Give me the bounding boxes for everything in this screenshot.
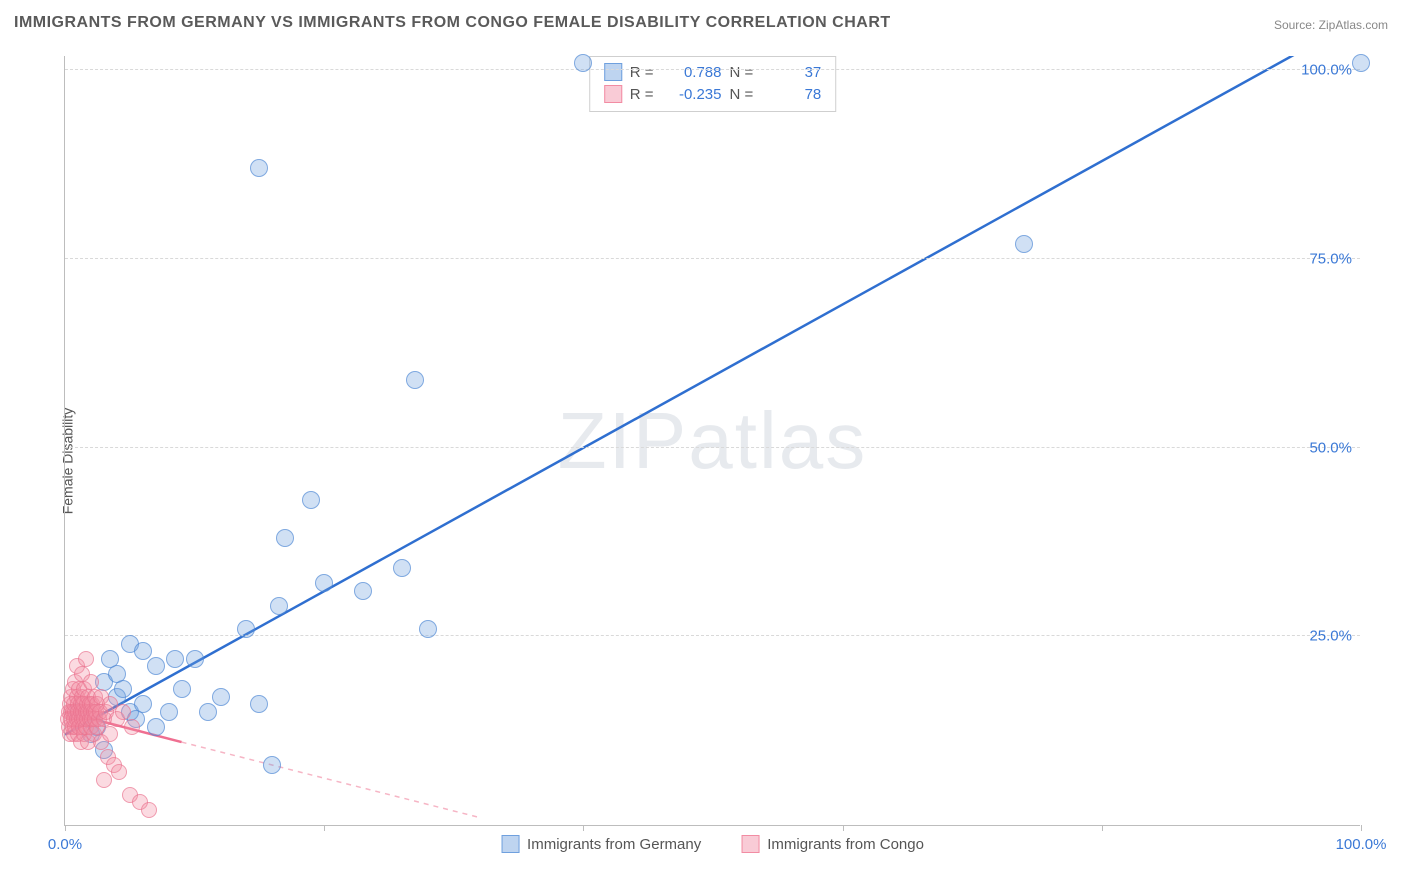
n-value-1: 37 (761, 64, 821, 81)
data-point (250, 159, 268, 177)
chart-title: IMMIGRANTS FROM GERMANY VS IMMIGRANTS FR… (14, 14, 891, 32)
data-point (83, 674, 99, 690)
x-tick-label: 0.0% (48, 836, 82, 853)
data-point (166, 650, 184, 668)
corr-row-1: R = 0.788 N = 37 (604, 61, 822, 83)
r-value-2: -0.235 (662, 86, 722, 103)
gridline (65, 258, 1360, 259)
data-point (111, 764, 127, 780)
data-point (96, 772, 112, 788)
y-tick-label: 75.0% (1309, 250, 1352, 267)
data-point (1352, 54, 1370, 72)
data-point (270, 597, 288, 615)
corr-row-2: R = -0.235 N = 78 (604, 83, 822, 105)
data-point (393, 559, 411, 577)
x-tick (1361, 825, 1362, 831)
data-point (406, 371, 424, 389)
legend-label-1: Immigrants from Germany (527, 836, 701, 853)
data-point (134, 642, 152, 660)
x-tick (65, 825, 66, 831)
data-point (276, 529, 294, 547)
y-tick-label: 50.0% (1309, 439, 1352, 456)
legend-label-2: Immigrants from Congo (767, 836, 924, 853)
data-point (302, 491, 320, 509)
data-point (419, 620, 437, 638)
data-point (186, 650, 204, 668)
watermark-bold: ZIP (558, 396, 688, 485)
gridline (65, 69, 1360, 70)
y-tick-label: 25.0% (1309, 628, 1352, 645)
data-point (141, 802, 157, 818)
x-tick (324, 825, 325, 831)
swatch-blue-icon (501, 835, 519, 853)
x-tick (843, 825, 844, 831)
data-point (102, 726, 118, 742)
x-legend: Immigrants from Germany Immigrants from … (501, 835, 924, 853)
data-point (1015, 235, 1033, 253)
x-tick (1102, 825, 1103, 831)
plot-area: ZIPatlas R = 0.788 N = 37 R = -0.235 N =… (64, 56, 1360, 826)
data-point (237, 620, 255, 638)
data-point (78, 651, 94, 667)
watermark: ZIPatlas (558, 395, 867, 487)
gridline (65, 635, 1360, 636)
data-point (147, 657, 165, 675)
correlation-legend: R = 0.788 N = 37 R = -0.235 N = 78 (589, 56, 837, 112)
n-value-2: 78 (761, 86, 821, 103)
data-point (115, 704, 131, 720)
n-label: N = (730, 86, 754, 103)
watermark-light: atlas (688, 396, 867, 485)
data-point (315, 574, 333, 592)
r-value-1: 0.788 (662, 64, 722, 81)
data-point (124, 719, 140, 735)
y-tick-label: 100.0% (1301, 62, 1352, 79)
data-point (114, 680, 132, 698)
swatch-pink-icon (604, 85, 622, 103)
data-point (212, 688, 230, 706)
data-point (173, 680, 191, 698)
gridline (65, 447, 1360, 448)
legend-item-1: Immigrants from Germany (501, 835, 701, 853)
data-point (147, 718, 165, 736)
swatch-blue-icon (604, 63, 622, 81)
r-label: R = (630, 64, 654, 81)
legend-item-2: Immigrants from Congo (741, 835, 924, 853)
swatch-pink-icon (741, 835, 759, 853)
x-tick-label: 100.0% (1336, 836, 1387, 853)
data-point (199, 703, 217, 721)
data-point (160, 703, 178, 721)
data-point (263, 756, 281, 774)
data-point (354, 582, 372, 600)
source-label: Source: ZipAtlas.com (1274, 18, 1388, 32)
r-label: R = (630, 86, 654, 103)
n-label: N = (730, 64, 754, 81)
data-point (134, 695, 152, 713)
data-point (574, 54, 592, 72)
x-tick (583, 825, 584, 831)
data-point (250, 695, 268, 713)
chart-container: Female Disability ZIPatlas R = 0.788 N =… (54, 46, 1394, 876)
